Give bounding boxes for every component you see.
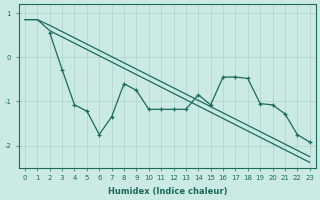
- X-axis label: Humidex (Indice chaleur): Humidex (Indice chaleur): [108, 187, 227, 196]
